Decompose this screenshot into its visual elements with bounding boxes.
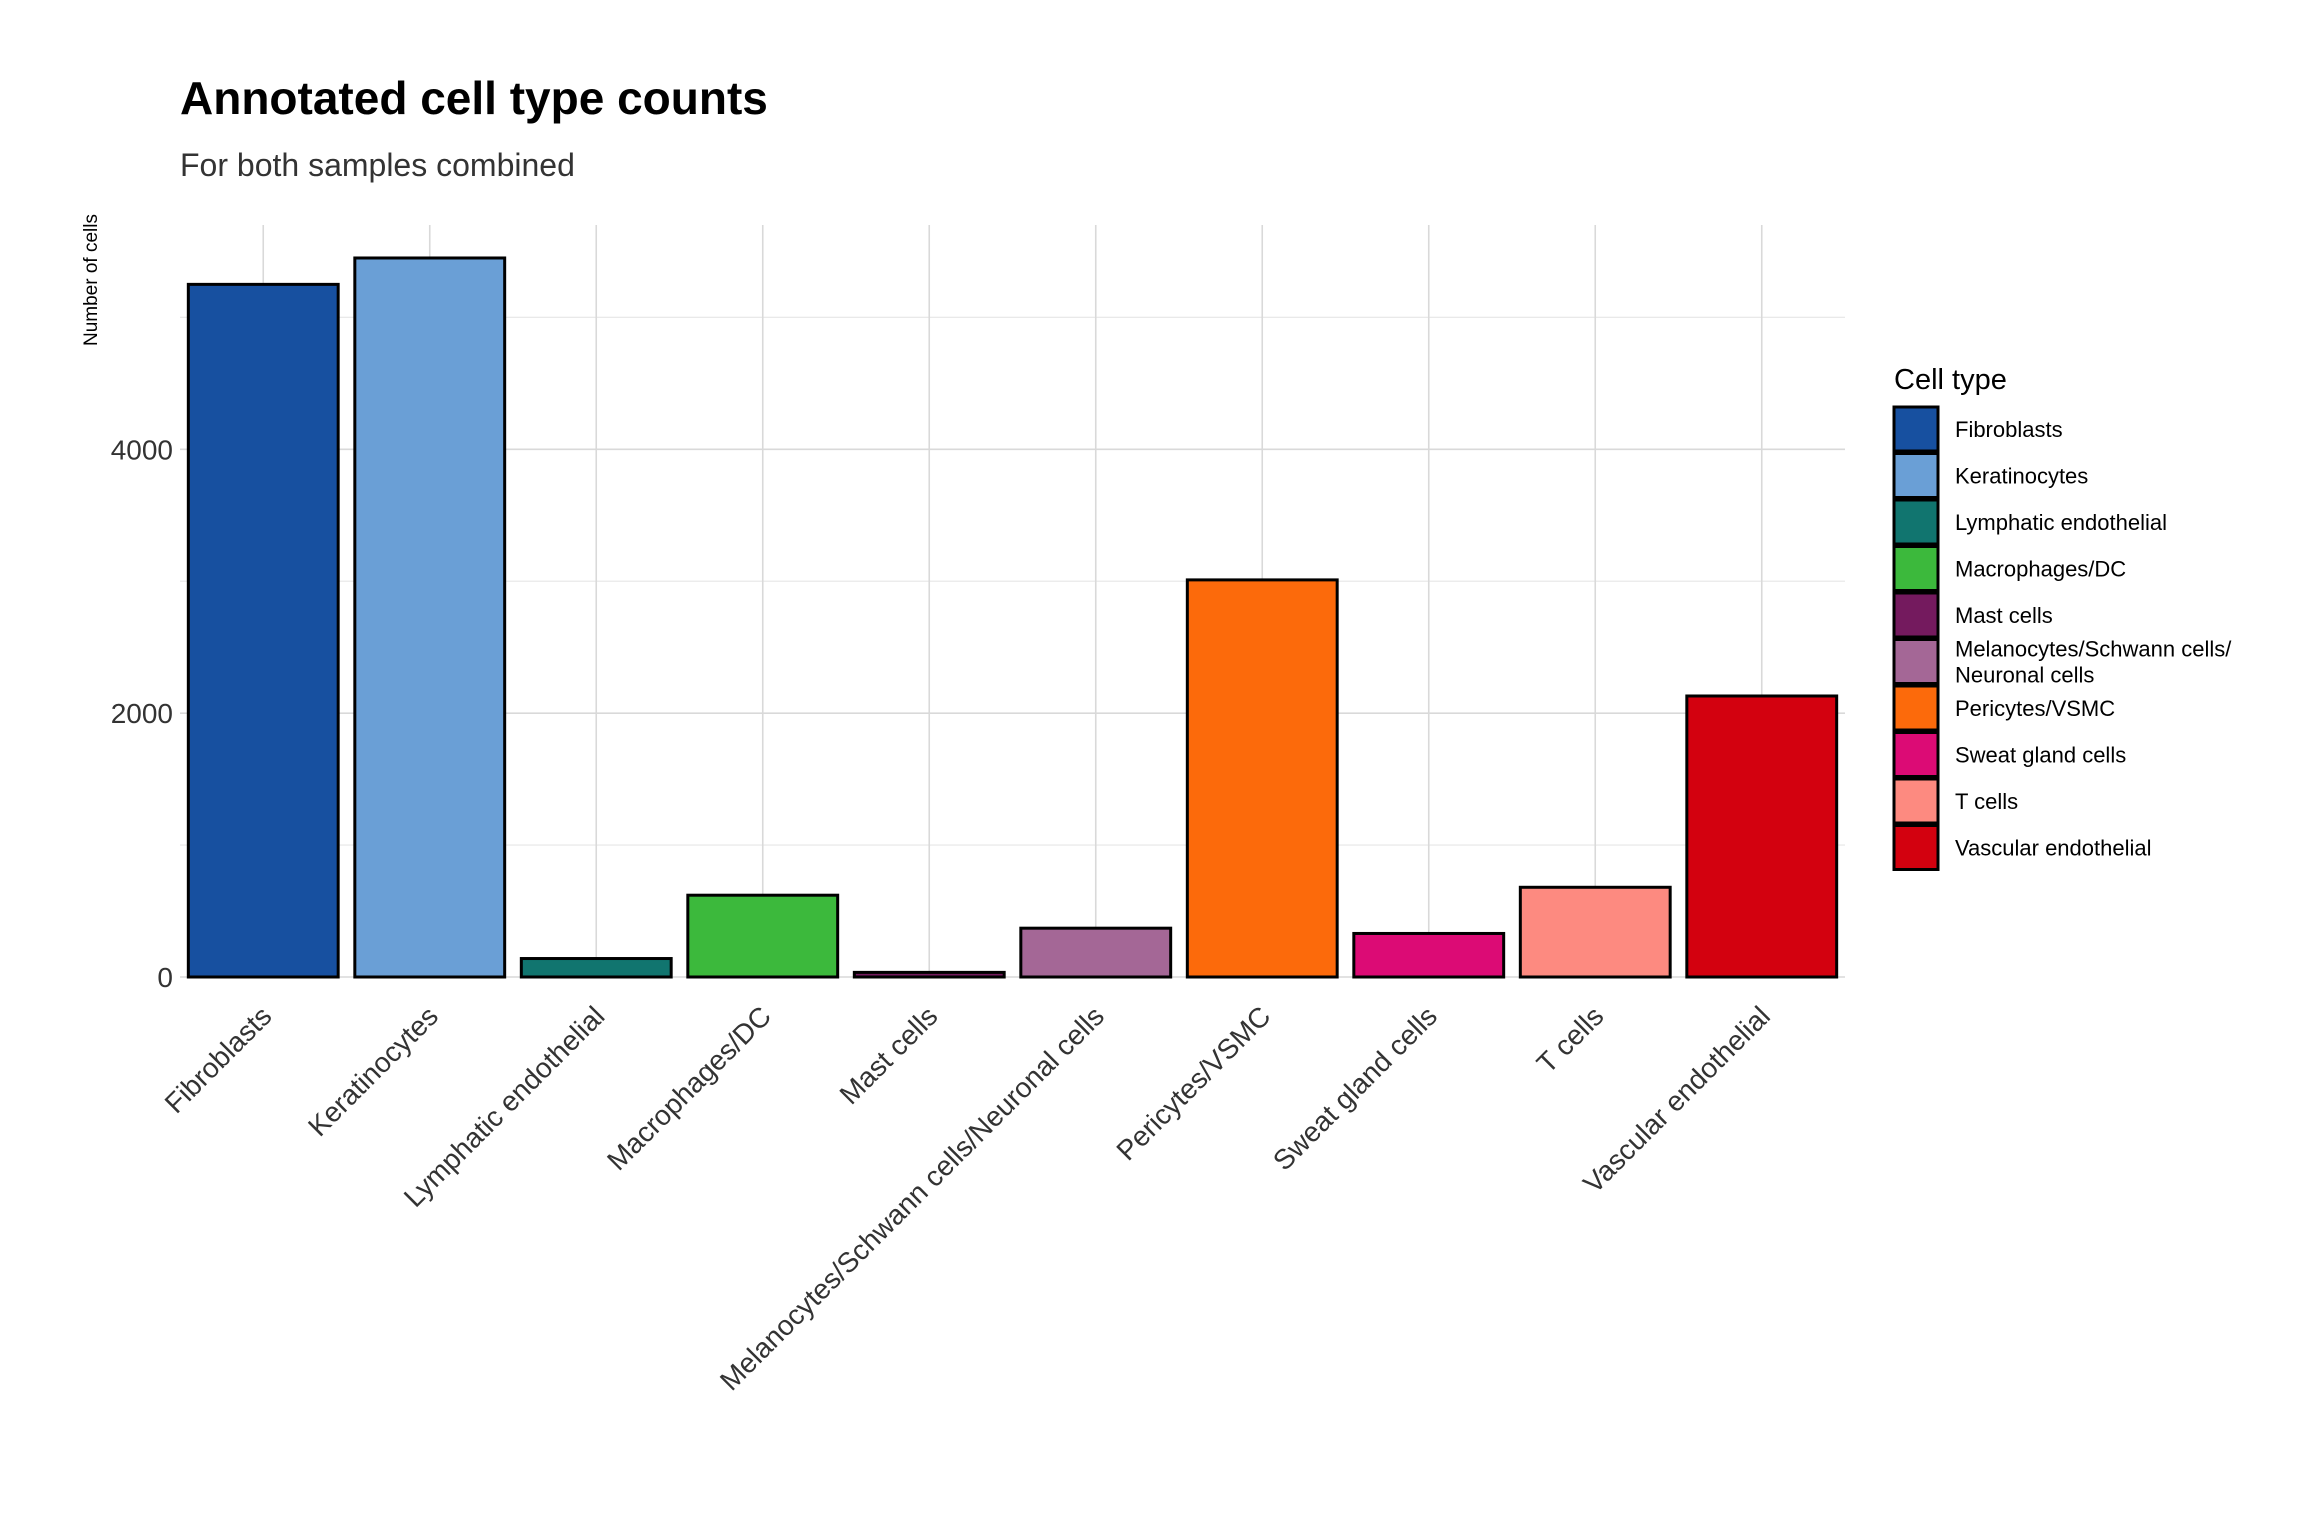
x-tick-label: Macrophages/DC — [601, 1000, 777, 1176]
x-tick-label: T cells — [1531, 1000, 1610, 1079]
bar — [1185, 578, 1339, 979]
legend-label: Keratinocytes — [1955, 464, 2088, 489]
bars — [186, 256, 1839, 979]
legend-key — [1892, 545, 1940, 592]
y-tick-label: 4000 — [111, 434, 173, 465]
legend-key — [1892, 777, 1940, 825]
legend: Cell type Fibroblasts Keratinocytes Lympha… — [1892, 364, 2232, 871]
y-tick-label: 0 — [157, 962, 173, 993]
x-tick-label: Pericytes/VSMC — [1110, 1000, 1276, 1166]
legend-key — [1892, 452, 1940, 499]
x-tick-label: Melanocytes/Schwann cells/Neuronal cells — [714, 1000, 1110, 1396]
legend-item: Lymphatic endothelial — [1892, 498, 2167, 546]
legend-label: Mast cells — [1955, 603, 2053, 628]
y-tick-labels: 0 2000 4000 — [111, 434, 173, 993]
legend-item: Sweat gland cells — [1892, 731, 2126, 778]
legend-label: Fibroblasts — [1955, 417, 2063, 442]
bar — [353, 256, 507, 979]
legend-item: Keratinocytes — [1892, 452, 2088, 499]
legend-key — [1892, 684, 1940, 732]
legend-label: Lymphatic endothelial — [1955, 510, 2167, 535]
legend-item: Vascular endothelial — [1892, 824, 2152, 871]
bar — [186, 282, 340, 979]
legend-item: Fibroblasts — [1892, 405, 2063, 453]
y-tick-label: 2000 — [111, 698, 173, 729]
legend-key — [1892, 638, 1940, 685]
legend-key — [1892, 824, 1940, 871]
legend-label: Sweat gland cells — [1955, 743, 2126, 768]
x-tick-label: Mast cells — [834, 1000, 944, 1110]
chart-subtitle: For both samples combined — [180, 147, 575, 183]
legend-item: T cells — [1892, 777, 2018, 825]
legend-label: Macrophages/DC — [1955, 557, 2126, 582]
legend-label: Vascular endothelial — [1955, 836, 2152, 861]
bar — [519, 957, 673, 979]
legend-label: Pericytes/VSMC — [1955, 696, 2115, 721]
legend-item: Macrophages/DC — [1892, 545, 2126, 592]
legend-label: Melanocytes/Schwann cells/Neuronal cells — [1955, 637, 2232, 688]
x-tick-label: Sweat gland cells — [1267, 1000, 1443, 1176]
bar — [1518, 885, 1672, 979]
x-tick-label: Fibroblasts — [159, 1000, 278, 1119]
x-tick-label: Vascular endothelial — [1577, 1000, 1776, 1199]
bar — [1685, 694, 1839, 979]
legend-key — [1892, 591, 1940, 639]
bar — [686, 893, 840, 979]
legend-key — [1892, 731, 1940, 778]
legend-label: T cells — [1955, 789, 2018, 814]
legend-item: Melanocytes/Schwann cells/Neuronal cells — [1892, 637, 2232, 688]
bar — [1019, 926, 1173, 979]
bar — [1352, 931, 1506, 979]
bar — [852, 970, 1006, 979]
x-tick-label: Keratinocytes — [302, 1000, 444, 1142]
legend-item: Mast cells — [1892, 591, 2053, 639]
legend-key — [1892, 405, 1940, 453]
legend-item: Pericytes/VSMC — [1892, 684, 2115, 732]
legend-title: Cell type — [1894, 364, 2007, 396]
y-axis-label: Number of cells — [81, 214, 102, 346]
chart-title: Annotated cell type counts — [180, 72, 768, 124]
legend-key — [1892, 498, 1940, 546]
